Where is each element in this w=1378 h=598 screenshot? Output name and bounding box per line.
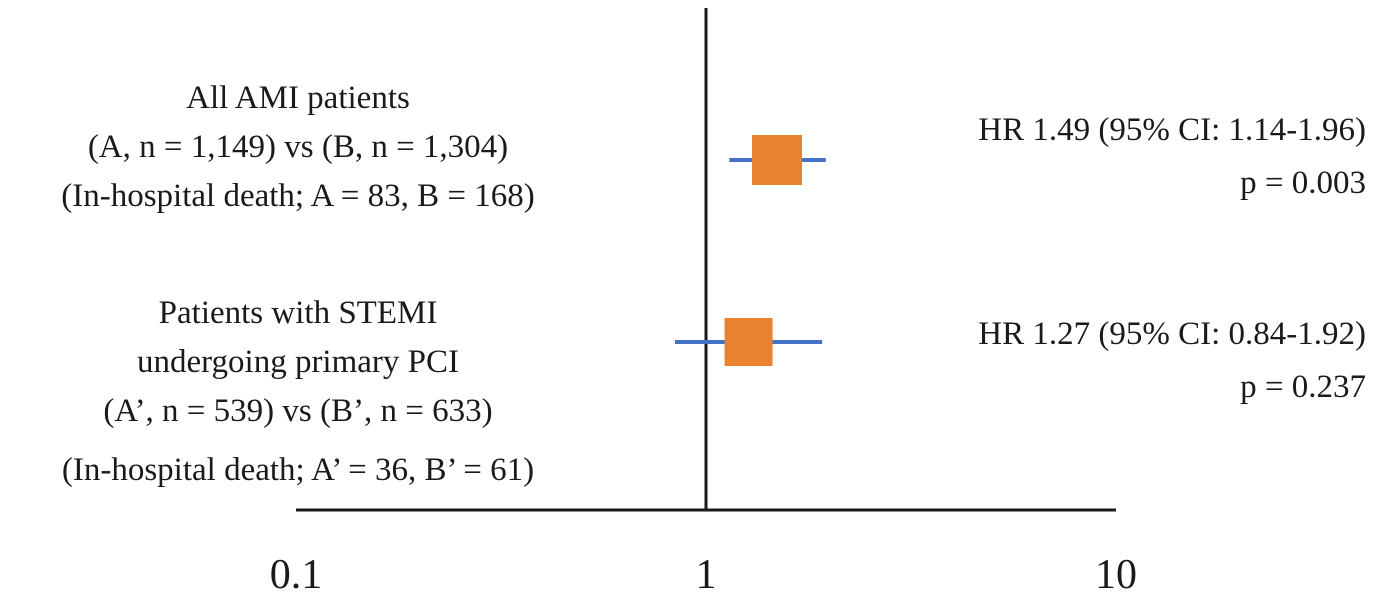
row-label-line: All AMI patients bbox=[186, 80, 410, 116]
row-label-line: Patients with STEMI bbox=[159, 295, 438, 331]
p-value-text: p = 0.237 bbox=[1240, 369, 1366, 405]
hr-text: HR 1.27 (95% CI: 0.84-1.92) bbox=[978, 316, 1366, 352]
forest-row: All AMI patients (A, n = 1,149) vs (B, n… bbox=[61, 80, 1366, 214]
hazard-ratio-point bbox=[752, 135, 803, 185]
row-label-line: (In-hospital death; A’ = 36, B’ = 61) bbox=[62, 452, 534, 488]
x-tick-label: 0.1 bbox=[270, 552, 323, 598]
x-tick-label: 10 bbox=[1095, 552, 1137, 598]
hr-text: HR 1.49 (95% CI: 1.14-1.96) bbox=[978, 112, 1366, 148]
row-label-line: (A’, n = 539) vs (B’, n = 633) bbox=[103, 393, 492, 429]
p-value-text: p = 0.003 bbox=[1240, 165, 1366, 201]
row-label-line: (A, n = 1,149) vs (B, n = 1,304) bbox=[88, 129, 508, 165]
row-label-line: undergoing primary PCI bbox=[137, 344, 459, 380]
x-tick-label: 1 bbox=[696, 552, 717, 598]
row-label-line: (In-hospital death; A = 83, B = 168) bbox=[61, 178, 535, 214]
hazard-ratio-point bbox=[724, 318, 773, 366]
forest-row: Patients with STEMI undergoing primary P… bbox=[62, 295, 1366, 488]
